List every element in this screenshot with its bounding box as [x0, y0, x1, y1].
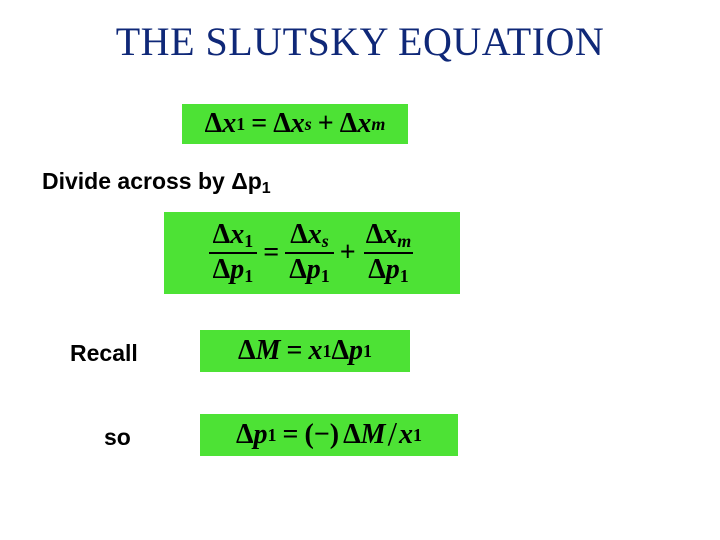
eq2-t2-num-sub: m [397, 231, 411, 251]
eq2-plus: + [340, 237, 356, 269]
eq1-t2-delta: Δ [340, 108, 358, 140]
eq1-t1-var: x [291, 108, 305, 140]
equation-1: Δ x 1 = Δ x s + Δ x m [182, 104, 408, 144]
eq2-t1-den-sub: 1 [321, 266, 330, 286]
eq3-rsub: 1 [322, 341, 331, 362]
eq2-t2-den-delta: Δ [368, 254, 386, 285]
eq2-lhs-num-var: x [230, 219, 244, 250]
eq1-t2-var: x [357, 108, 371, 140]
eq2-lhs-den-sub: 1 [244, 266, 253, 286]
eq4-dvar: x [399, 419, 413, 451]
eq3-rpvar: p [349, 335, 363, 367]
eq2-t1-num-var: x [308, 219, 322, 250]
eq1-t2-sub: m [371, 114, 385, 135]
eq2-t1-num-delta: Δ [290, 219, 308, 250]
eq2-t2-den-var: p [386, 254, 400, 285]
eq1-lhs-delta: Δ [205, 108, 223, 140]
eq2-t1-den-var: p [307, 254, 321, 285]
eq4-lhs-delta: Δ [236, 419, 254, 451]
equation-2-content: Δx1 Δp1 = Δxs Δp1 + Δxm [209, 221, 416, 285]
eq4-slash: / [388, 416, 397, 454]
equation-4: Δ p 1 = ( − ) Δ M / x 1 [200, 414, 458, 456]
divide-delta: Δ [231, 168, 248, 194]
equation-2: Δx1 Δp1 = Δxs Δp1 + Δxm [164, 212, 460, 294]
recall-text: Recall [70, 340, 138, 367]
eq1-t1-delta: Δ [273, 108, 291, 140]
eq3-lhs-var: M [256, 335, 281, 367]
eq4-lhs-var: p [254, 419, 268, 451]
divide-var: p [248, 168, 262, 194]
eq1-t1-sub: s [305, 114, 312, 135]
slide: THE SLUTSKY EQUATION Δ x 1 = Δ x s + Δ x… [0, 0, 720, 540]
divide-prefix: Divide across by [42, 168, 231, 194]
eq3-lhs-delta: Δ [238, 335, 256, 367]
eq4-rdelta: Δ [343, 419, 361, 451]
divide-text: Divide across by Δp1 [42, 168, 271, 198]
eq4-lhs-sub: 1 [268, 425, 277, 446]
eq1-plus: + [318, 108, 334, 140]
slide-title: THE SLUTSKY EQUATION [0, 18, 720, 65]
eq3-rpsub: 1 [363, 341, 372, 362]
eq4-equals: = [283, 419, 299, 451]
eq2-t2-num-var: x [383, 219, 397, 250]
eq2-equals: = [263, 237, 279, 269]
eq3-rdelta: Δ [331, 335, 349, 367]
eq2-lhs-den-delta: Δ [213, 254, 231, 285]
equation-4-content: Δ p 1 = ( − ) Δ M / x 1 [236, 416, 422, 454]
eq2-lhs-frac: Δx1 Δp1 [209, 221, 258, 285]
so-text: so [104, 424, 131, 451]
eq4-dsub: 1 [413, 425, 422, 446]
equation-1-content: Δ x 1 = Δ x s + Δ x m [205, 108, 386, 140]
eq4-rp: ) [330, 419, 339, 451]
eq1-lhs-var: x [222, 108, 236, 140]
eq2-t2-den-sub: 1 [400, 266, 409, 286]
eq1-lhs-sub: 1 [236, 114, 245, 135]
divide-sub: 1 [262, 180, 271, 197]
eq2-t2-frac: Δxm Δp1 [362, 221, 416, 285]
eq2-lhs-num-sub: 1 [244, 231, 253, 251]
eq4-lp: ( [304, 419, 313, 451]
equation-3: Δ M = x 1 Δ p 1 [200, 330, 410, 372]
eq3-equals: = [286, 335, 302, 367]
eq2-t1-den-delta: Δ [289, 254, 307, 285]
eq4-minus: − [314, 419, 330, 451]
eq2-lhs-den-var: p [230, 254, 244, 285]
eq2-t2-num-delta: Δ [366, 219, 384, 250]
eq2-t1-num-sub: s [322, 231, 329, 251]
eq2-t1-frac: Δxs Δp1 [285, 221, 334, 285]
eq2-lhs-num-delta: Δ [213, 219, 231, 250]
equation-3-content: Δ M = x 1 Δ p 1 [238, 335, 372, 367]
eq3-rvar: x [308, 335, 322, 367]
eq1-equals: = [251, 108, 267, 140]
eq4-rvar: M [361, 419, 386, 451]
